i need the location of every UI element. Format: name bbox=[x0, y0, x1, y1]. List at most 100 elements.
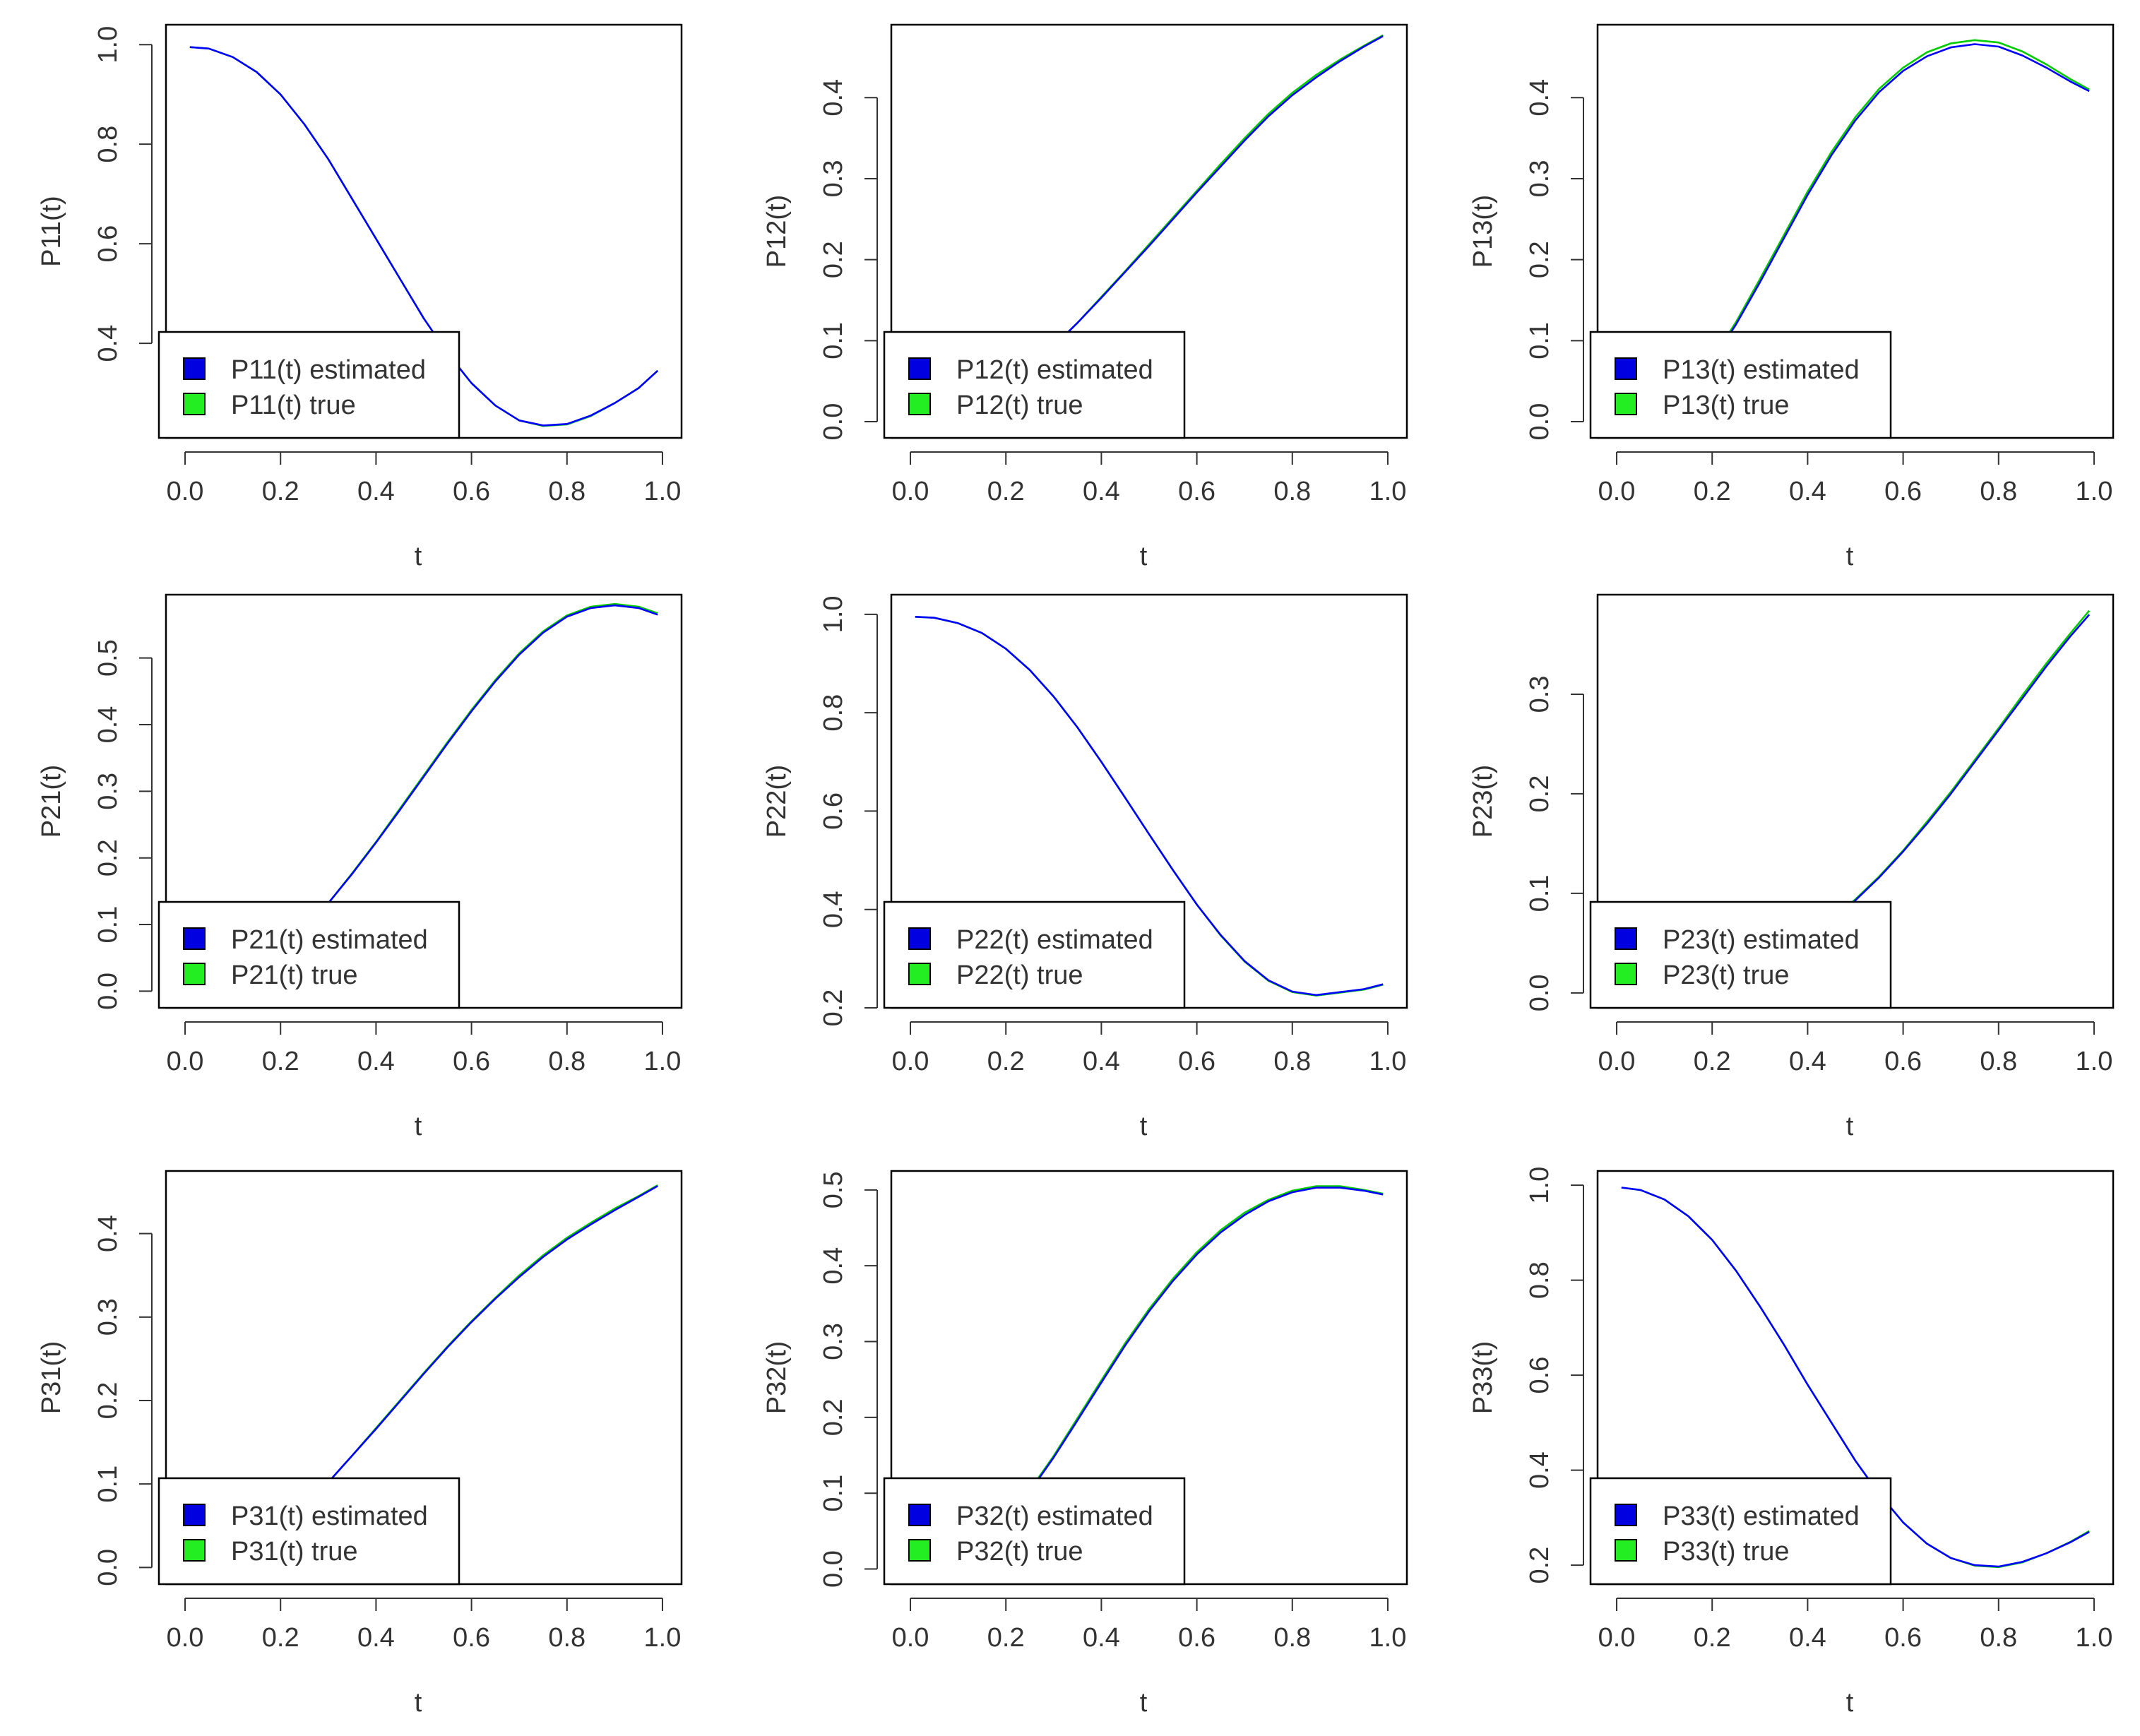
legend-label: P23(t) true bbox=[1663, 961, 1790, 990]
x-tick-label: 0.6 bbox=[1178, 477, 1215, 506]
y-tick-label: 0.2 bbox=[1525, 775, 1555, 813]
x-tick-label: 0.0 bbox=[892, 1623, 929, 1653]
y-tick-label: 0.0 bbox=[819, 403, 848, 441]
legend-swatch-true bbox=[908, 393, 931, 415]
legend-swatch-true bbox=[908, 963, 931, 985]
series-line-estimated bbox=[1621, 1187, 2090, 1568]
x-tick-label: 0.4 bbox=[357, 1623, 395, 1653]
legend-box bbox=[883, 900, 1186, 1009]
y-axis-title: P22(t) bbox=[762, 765, 792, 838]
x-tick-label: 0.8 bbox=[548, 1047, 585, 1076]
legend-box bbox=[1589, 900, 1892, 1009]
legend-box bbox=[157, 1477, 460, 1586]
y-axis-title: P23(t) bbox=[1468, 765, 1498, 838]
y-tick-label: 0.4 bbox=[93, 325, 123, 362]
x-tick-label: 1.0 bbox=[644, 1047, 682, 1076]
legend-label: P33(t) estimated bbox=[1663, 1502, 1860, 1531]
x-tick-label: 0.0 bbox=[1598, 1623, 1636, 1653]
legend-swatch-true bbox=[183, 1539, 206, 1562]
y-tick-label: 0.1 bbox=[819, 1475, 848, 1512]
chart-panel: 0.0 0.2 0.4 0.6 0.8 1.0 t 0.0 0.1 0.2 0.3 0.4 P31(t)… bbox=[37, 1170, 683, 1718]
legend-swatch-true bbox=[1615, 1539, 1637, 1562]
x-tick-label: 1.0 bbox=[644, 1623, 682, 1653]
y-tick-label: 0.6 bbox=[819, 792, 848, 830]
x-tick-label: 1.0 bbox=[1369, 1623, 1407, 1653]
x-tick-label: 0.2 bbox=[987, 1047, 1025, 1076]
chart-panel: 0.0 0.2 0.4 0.6 0.8 1.0 t 0.0 0.1 0.2 0.3 P23(t) P23… bbox=[1468, 593, 2115, 1141]
y-tick-label: 0.4 bbox=[93, 706, 123, 744]
y-tick-label: 0.0 bbox=[1525, 974, 1555, 1011]
x-tick-label: 0.0 bbox=[1598, 1047, 1636, 1076]
y-tick-label: 0.4 bbox=[93, 1215, 123, 1252]
y-tick-label: 0.2 bbox=[819, 989, 848, 1027]
x-tick-label: 0.8 bbox=[1273, 1623, 1311, 1653]
x-tick-label: 0.4 bbox=[1083, 477, 1120, 506]
legend-swatch-estimated bbox=[183, 1504, 206, 1526]
x-tick-label: 0.2 bbox=[262, 1623, 299, 1653]
legend-box bbox=[1589, 331, 1892, 439]
x-tick-label: 0.4 bbox=[1083, 1623, 1120, 1653]
x-tick-label: 0.4 bbox=[1789, 477, 1826, 506]
chart-panel: 0.0 0.2 0.4 0.6 0.8 1.0 t 0.0 0.1 0.2 0.3 0.4 P13(t)… bbox=[1468, 23, 2115, 571]
x-axis-title: t bbox=[1140, 1112, 1148, 1141]
x-tick-label: 1.0 bbox=[2076, 477, 2113, 506]
x-tick-label: 1.0 bbox=[2076, 1623, 2113, 1653]
y-tick-label: 0.1 bbox=[93, 906, 123, 944]
legend-label: P33(t) true bbox=[1663, 1537, 1790, 1566]
y-tick-label: 0.2 bbox=[93, 1382, 123, 1420]
legend-label: P31(t) true bbox=[231, 1537, 358, 1566]
y-tick-label: 0.0 bbox=[1525, 403, 1555, 441]
y-tick-label: 1.0 bbox=[819, 595, 848, 633]
legend-label: P22(t) estimated bbox=[956, 925, 1153, 955]
x-tick-label: 0.2 bbox=[1694, 477, 1731, 506]
x-tick-label: 0.6 bbox=[453, 1623, 490, 1653]
x-tick-label: 0.8 bbox=[548, 1623, 585, 1653]
legend-label: P13(t) estimated bbox=[1663, 355, 1860, 385]
x-axis-title: t bbox=[1846, 542, 1854, 571]
legend-label: P32(t) estimated bbox=[956, 1502, 1153, 1531]
y-tick-label: 0.4 bbox=[819, 79, 848, 117]
legend-label: P21(t) estimated bbox=[231, 925, 428, 955]
x-tick-label: 0.0 bbox=[167, 477, 204, 506]
legend-swatch-true bbox=[183, 393, 206, 415]
y-tick-label: 0.5 bbox=[819, 1171, 848, 1208]
y-tick-label: 0.3 bbox=[1525, 160, 1555, 198]
x-tick-label: 1.0 bbox=[2076, 1047, 2113, 1076]
y-tick-label: 0.3 bbox=[819, 160, 848, 198]
x-tick-label: 1.0 bbox=[1369, 1047, 1407, 1076]
x-tick-label: 0.0 bbox=[1598, 477, 1636, 506]
y-axis-title: P11(t) bbox=[37, 196, 66, 267]
legend-box bbox=[883, 1477, 1186, 1586]
legend-box bbox=[1589, 1477, 1892, 1586]
y-tick-label: 0.5 bbox=[93, 639, 123, 677]
x-axis-title: t bbox=[1846, 1688, 1854, 1718]
y-tick-label: 0.8 bbox=[819, 694, 848, 732]
y-tick-label: 0.1 bbox=[819, 322, 848, 359]
x-tick-label: 0.2 bbox=[987, 1623, 1025, 1653]
legend-label: P31(t) estimated bbox=[231, 1502, 428, 1531]
x-tick-label: 0.2 bbox=[262, 1047, 299, 1076]
x-tick-label: 0.6 bbox=[453, 477, 490, 506]
y-tick-label: 0.3 bbox=[819, 1323, 848, 1360]
legend-label: P13(t) true bbox=[1663, 391, 1790, 420]
y-tick-label: 0.4 bbox=[1525, 1451, 1555, 1489]
legend-box bbox=[883, 331, 1186, 439]
x-tick-label: 0.4 bbox=[1789, 1047, 1826, 1076]
x-axis-title: t bbox=[1140, 542, 1148, 571]
y-tick-label: 0.4 bbox=[819, 1247, 848, 1285]
chart-panel: 0.0 0.2 0.4 0.6 0.8 1.0 t 0.0 0.1 0.2 0.3 0.4 P12(t)… bbox=[762, 23, 1408, 571]
legend-label: P32(t) true bbox=[956, 1537, 1083, 1566]
y-tick-label: 1.0 bbox=[1525, 1167, 1555, 1204]
y-tick-label: 0.2 bbox=[1525, 241, 1555, 278]
x-tick-label: 0.0 bbox=[167, 1623, 204, 1653]
x-tick-label: 0.8 bbox=[548, 477, 585, 506]
y-axis-title: P21(t) bbox=[37, 765, 66, 838]
y-tick-label: 0.4 bbox=[1525, 79, 1555, 117]
y-axis-title: P12(t) bbox=[762, 195, 792, 268]
legend-swatch-estimated bbox=[908, 927, 931, 950]
chart-panel: 0.0 0.2 0.4 0.6 0.8 1.0 t 0.0 0.1 0.2 0.3 0.4 0.5 P21… bbox=[37, 593, 683, 1141]
y-tick-label: 0.8 bbox=[93, 126, 123, 163]
y-tick-label: 0.1 bbox=[93, 1466, 123, 1503]
legend-label: P22(t) true bbox=[956, 961, 1083, 990]
